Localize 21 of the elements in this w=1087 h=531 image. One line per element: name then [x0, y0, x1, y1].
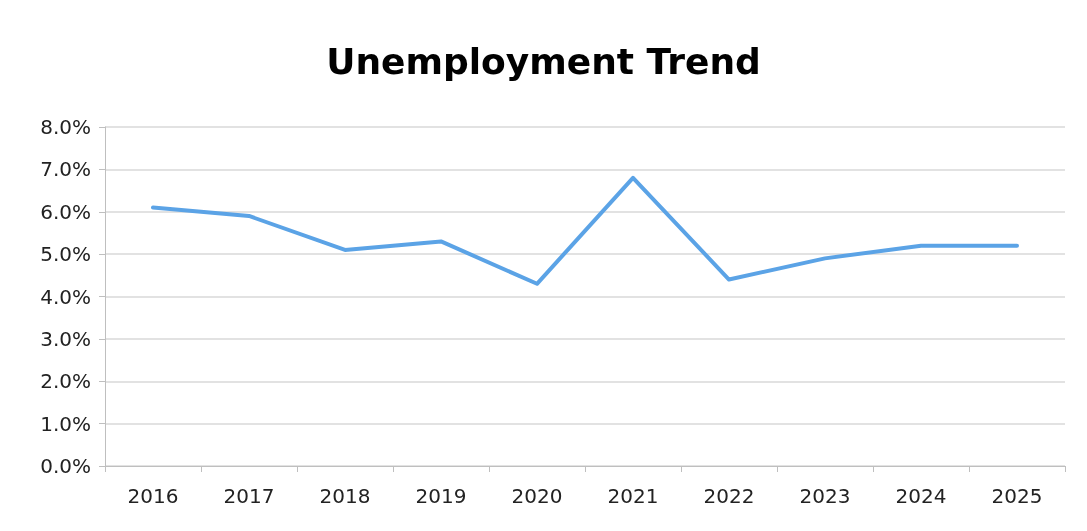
y-tick-label: 3.0%: [40, 326, 91, 351]
y-tick-label: 6.0%: [40, 199, 91, 224]
y-tick-label: 4.0%: [40, 284, 91, 309]
x-tick-label: 2016: [127, 484, 179, 508]
y-tick-label: 2.0%: [40, 369, 91, 394]
x-tick-label: 2020: [511, 484, 563, 508]
y-tick-label: 8.0%: [40, 115, 91, 139]
y-tick-label: 7.0%: [40, 157, 91, 182]
x-tick-label: 2022: [703, 484, 755, 508]
x-tick-label: 2017: [223, 484, 275, 508]
x-tick-label: 2021: [607, 484, 659, 508]
y-tick-label: 0.0%: [40, 454, 91, 478]
x-tick-label: 2019: [415, 484, 467, 508]
x-tick-label: 2024: [895, 484, 947, 508]
y-tick-label: 5.0%: [40, 242, 91, 267]
x-tick-label: 2023: [799, 484, 851, 508]
x-tick-label: 2025: [991, 484, 1043, 508]
y-tick-label: 1.0%: [40, 411, 91, 436]
line-series: [151, 175, 1019, 286]
x-tick-label: 2018: [319, 484, 371, 508]
chart-title: Unemployment Trend: [326, 40, 761, 82]
